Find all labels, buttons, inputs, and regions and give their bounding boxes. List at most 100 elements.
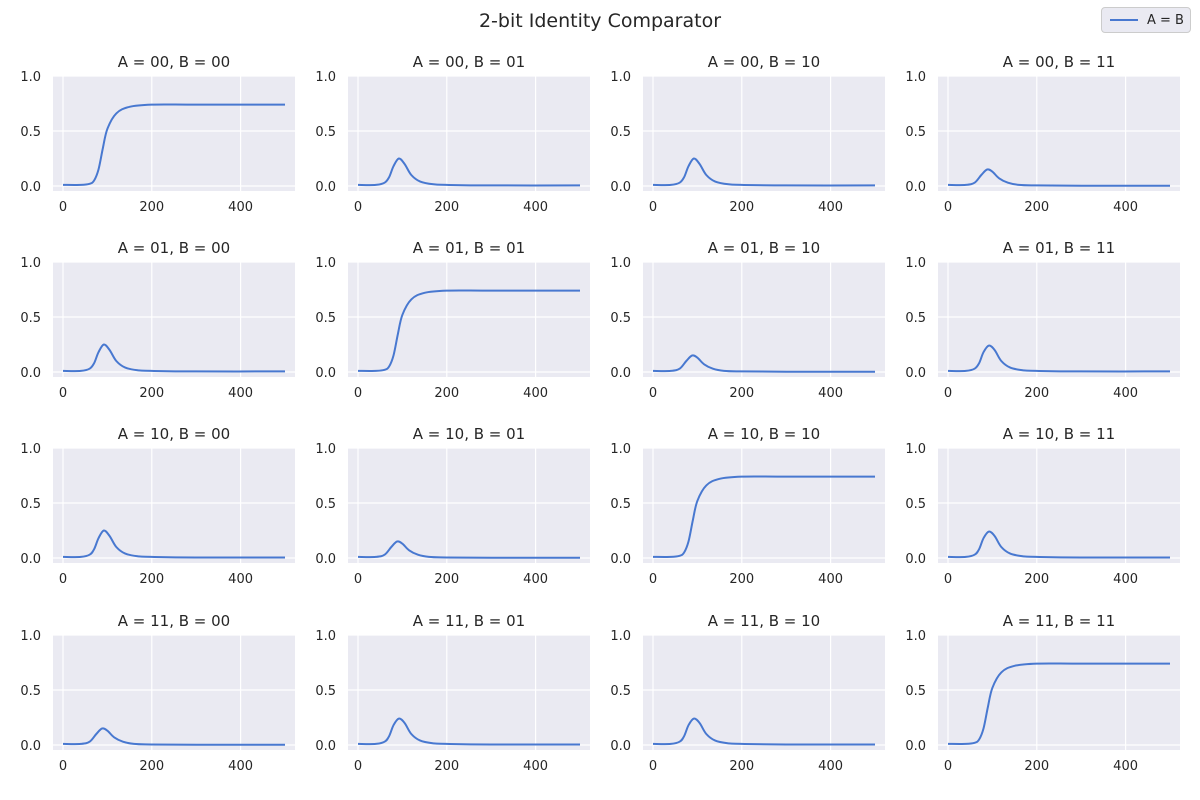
subplot-title: A = 01, B = 01 xyxy=(413,239,525,257)
y-tick-label: 0.0 xyxy=(905,180,926,195)
y-tick-label: 1.0 xyxy=(315,256,336,271)
subplot-title: A = 10, B = 10 xyxy=(708,425,820,443)
y-tick-label: 1.0 xyxy=(610,629,631,644)
series-line xyxy=(62,103,285,186)
x-tick-label: 200 xyxy=(729,759,754,774)
x-tick-label: 200 xyxy=(139,200,164,215)
plot-area xyxy=(348,262,590,377)
y-tick-label: 0.0 xyxy=(315,180,336,195)
series-line xyxy=(62,343,286,373)
y-tick-label: 0.5 xyxy=(905,684,926,699)
x-tick-label: 200 xyxy=(1024,572,1049,587)
y-tick-label: 1.0 xyxy=(20,256,41,271)
y-tick-label: 0.0 xyxy=(315,739,336,754)
y-tick-label: 0.5 xyxy=(905,311,926,326)
y-tick-label: 0.5 xyxy=(315,311,336,326)
y-tick-label: 0.5 xyxy=(20,684,41,699)
x-tick-label: 0 xyxy=(649,572,657,587)
x-tick-label: 200 xyxy=(434,759,459,774)
plot-area xyxy=(938,76,1180,191)
x-tick-label: 0 xyxy=(354,572,362,587)
subplot-title: A = 11, B = 01 xyxy=(413,612,525,630)
x-tick-label: 0 xyxy=(649,759,657,774)
x-tick-label: 400 xyxy=(1113,759,1138,774)
x-tick-label: 200 xyxy=(434,572,459,587)
x-tick-label: 0 xyxy=(59,759,67,774)
x-tick-label: 0 xyxy=(944,572,952,587)
legend-label: A = B xyxy=(1147,12,1184,28)
x-tick-label: 400 xyxy=(523,386,548,401)
x-tick-label: 200 xyxy=(1024,200,1049,215)
x-tick-label: 400 xyxy=(1113,386,1138,401)
subplot: 0 200 400 0.0 0.5 1.0 A = 10, B = 11 xyxy=(905,425,1180,587)
series-line xyxy=(62,529,285,559)
plot-area xyxy=(348,448,590,563)
series-line xyxy=(62,727,285,746)
y-tick-label: 1.0 xyxy=(905,442,926,457)
subplot: 0 200 400 0.0 0.5 1.0 A = 01, B = 00 xyxy=(20,239,295,401)
series-line xyxy=(357,289,580,372)
y-tick-label: 0.0 xyxy=(20,180,41,195)
subplot-title: A = 00, B = 01 xyxy=(413,53,525,71)
x-tick-label: 400 xyxy=(523,759,548,774)
y-tick-label: 0.5 xyxy=(610,684,631,699)
x-tick-label: 400 xyxy=(228,200,253,215)
legend-line-swatch xyxy=(1110,19,1138,21)
y-tick-label: 1.0 xyxy=(20,442,41,457)
y-tick-label: 0.0 xyxy=(905,739,926,754)
x-tick-label: 400 xyxy=(523,200,548,215)
x-tick-label: 400 xyxy=(818,572,843,587)
x-tick-label: 400 xyxy=(228,572,253,587)
x-tick-label: 200 xyxy=(434,200,459,215)
series-line xyxy=(357,717,580,746)
series-line xyxy=(947,530,1170,559)
y-tick-label: 0.5 xyxy=(905,125,926,140)
x-tick-label: 400 xyxy=(228,759,253,774)
series-line xyxy=(947,344,1171,373)
subplot: 0 200 400 0.0 0.5 1.0 A = 10, B = 10 xyxy=(610,425,885,587)
plot-area xyxy=(643,262,885,377)
series-line xyxy=(357,540,580,559)
y-tick-label: 0.5 xyxy=(20,497,41,512)
y-tick-label: 0.0 xyxy=(905,552,926,567)
y-tick-label: 0.0 xyxy=(610,552,631,567)
series-line xyxy=(652,354,875,373)
subplot: 0 200 400 0.0 0.5 1.0 A = 11, B = 01 xyxy=(315,612,590,774)
figure-title: 2-bit Identity Comparator xyxy=(478,10,722,32)
subplot-title: A = 01, B = 10 xyxy=(708,239,820,257)
plot-area xyxy=(938,262,1180,377)
y-tick-label: 0.5 xyxy=(20,125,41,140)
y-tick-label: 0.5 xyxy=(905,497,926,512)
x-tick-label: 200 xyxy=(139,386,164,401)
x-tick-label: 400 xyxy=(818,200,843,215)
y-tick-label: 0.5 xyxy=(20,311,41,326)
plot-area xyxy=(643,76,885,191)
y-tick-label: 0.0 xyxy=(20,739,41,754)
series-line xyxy=(652,475,875,558)
x-tick-label: 400 xyxy=(818,386,843,401)
series-line xyxy=(357,157,581,187)
x-tick-label: 0 xyxy=(59,572,67,587)
x-tick-label: 0 xyxy=(59,200,67,215)
plot-area xyxy=(53,448,295,563)
subplot-title: A = 01, B = 11 xyxy=(1003,239,1115,257)
subplot: 0 200 400 0.0 0.5 1.0 A = 11, B = 11 xyxy=(905,612,1180,774)
y-tick-label: 1.0 xyxy=(905,70,926,85)
subplot: 0 200 400 0.0 0.5 1.0 A = 00, B = 00 xyxy=(20,53,295,215)
x-tick-label: 400 xyxy=(1113,572,1138,587)
subplot: 0 200 400 0.0 0.5 1.0 A = 00, B = 01 xyxy=(315,53,590,215)
x-tick-label: 0 xyxy=(354,759,362,774)
subplot-title: A = 11, B = 00 xyxy=(118,612,230,630)
plot-area xyxy=(348,635,590,750)
subplot: 0 200 400 0.0 0.5 1.0 A = 01, B = 01 xyxy=(315,239,590,401)
y-tick-label: 0.5 xyxy=(610,497,631,512)
x-tick-label: 200 xyxy=(729,200,754,215)
y-tick-label: 1.0 xyxy=(905,629,926,644)
series-line xyxy=(947,662,1170,745)
plot-area xyxy=(53,76,295,191)
subplot: 0 200 400 0.0 0.5 1.0 A = 11, B = 00 xyxy=(20,612,295,774)
x-tick-label: 200 xyxy=(1024,759,1049,774)
subplot: 0 200 400 0.0 0.5 1.0 A = 01, B = 11 xyxy=(905,239,1180,401)
